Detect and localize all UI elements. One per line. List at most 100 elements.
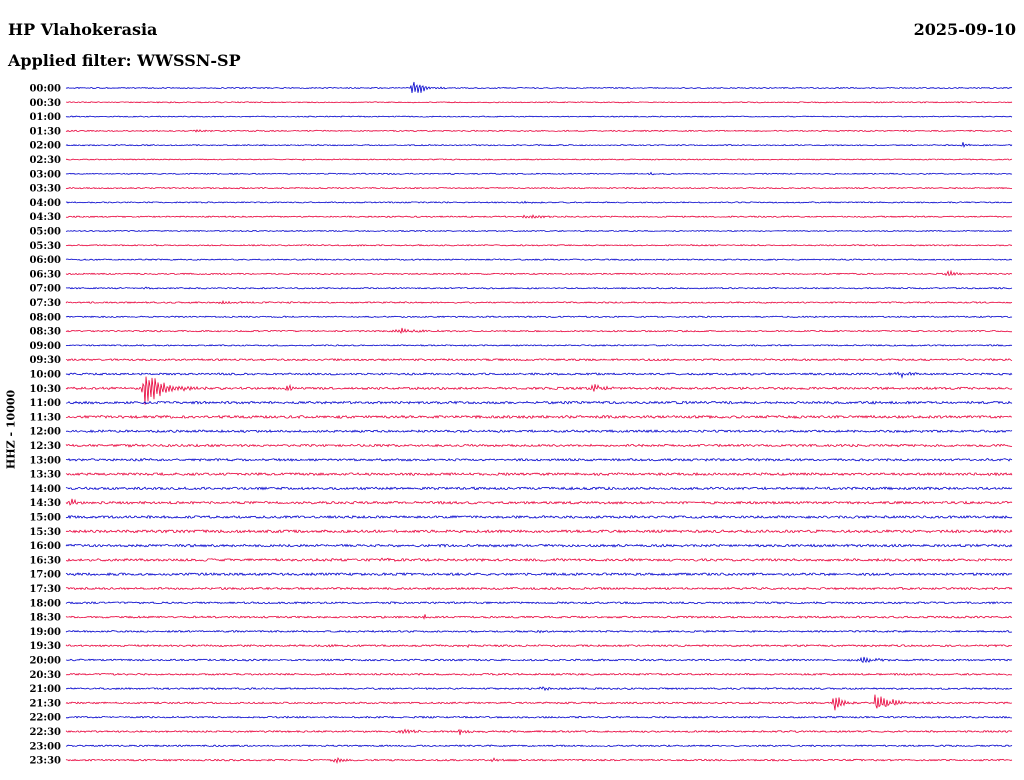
seismogram-trace-16:30	[66, 557, 1013, 562]
trace-time-label: 10:30	[29, 384, 61, 395]
trace-time-label: 14:00	[29, 484, 61, 495]
trace-time-label: 07:30	[29, 298, 61, 309]
seismogram-trace-14:30	[65, 498, 1013, 506]
trace-time-label: 22:30	[29, 727, 61, 738]
trace-time-label: 04:30	[29, 212, 61, 223]
trace-time-label: 09:30	[29, 355, 61, 366]
seismogram-trace-01:00	[65, 115, 1013, 118]
trace-time-label: 20:00	[29, 656, 61, 667]
seismogram-trace-13:00	[65, 457, 1013, 462]
trace-time-label: 10:00	[29, 370, 61, 381]
trace-time-label: 21:30	[29, 698, 61, 709]
station-title: HP Vlahokerasia	[8, 20, 158, 39]
seismogram-trace-02:30	[65, 158, 1013, 161]
trace-time-label: 19:00	[29, 627, 61, 638]
seismogram-trace-15:00	[65, 514, 1013, 520]
trace-time-label: 22:00	[29, 713, 61, 724]
trace-time-label: 01:00	[29, 112, 61, 123]
seismogram-trace-00:00	[65, 81, 1013, 93]
seismogram-trace-00:30	[66, 101, 1013, 104]
seismogram-trace-19:00	[65, 629, 1013, 634]
trace-time-label: 23:00	[29, 741, 61, 752]
trace-time-label: 14:30	[29, 498, 61, 509]
seismogram-trace-07:30	[65, 300, 1013, 305]
trace-time-label: 15:30	[29, 527, 61, 538]
seismogram-trace-03:30	[65, 186, 1013, 190]
seismogram-trace-01:30	[65, 129, 1013, 133]
trace-time-label: 07:00	[29, 284, 61, 295]
seismogram-trace-17:00	[65, 572, 1013, 577]
seismogram-trace-09:00	[65, 344, 1013, 347]
seismogram-trace-17:30	[65, 586, 1013, 591]
seismogram-trace-23:30	[65, 757, 1013, 765]
trace-time-label: 20:30	[29, 670, 61, 681]
trace-time-label: 17:00	[29, 570, 61, 581]
trace-time-label: 16:00	[29, 541, 61, 552]
seismogram-trace-22:30	[65, 728, 1013, 736]
date-label: 2025-09-10	[913, 20, 1016, 39]
seismogram-trace-02:00	[65, 142, 1013, 148]
seismogram-trace-08:00	[65, 315, 1013, 319]
seismogram-trace-19:30	[65, 643, 1012, 649]
seismogram-trace-11:00	[65, 400, 1013, 405]
seismogram-trace-13:30	[65, 471, 1013, 477]
trace-time-label: 08:30	[29, 327, 61, 338]
trace-time-label: 09:00	[29, 341, 61, 352]
trace-time-label: 21:00	[29, 684, 61, 695]
seismogram-trace-04:00	[65, 200, 1013, 204]
trace-time-label: 02:00	[29, 141, 61, 152]
seismogram-trace-20:30	[65, 672, 1013, 676]
seismogram-trace-14:00	[65, 486, 1013, 491]
trace-time-label: 02:30	[29, 155, 61, 166]
seismogram-trace-03:00	[65, 171, 1013, 176]
seismogram-trace-18:30	[65, 614, 1013, 620]
trace-time-label: 06:30	[29, 269, 61, 280]
seismogram-trace-10:00	[65, 371, 1013, 379]
seismogram-trace-06:30	[65, 269, 1013, 277]
seismogram-trace-10:30	[65, 376, 1013, 405]
trace-time-label: 11:00	[29, 398, 61, 409]
y-axis-label: HHZ - 10000	[4, 389, 18, 470]
trace-time-label: 05:00	[29, 227, 61, 238]
trace-time-label: 00:00	[29, 84, 61, 95]
seismogram-trace-16:00	[65, 543, 1013, 548]
seismogram-trace-22:00	[65, 715, 1012, 719]
trace-time-label: 12:30	[29, 441, 61, 452]
seismogram-trace-07:00	[65, 286, 1013, 290]
trace-time-label: 12:00	[29, 427, 61, 438]
trace-time-label: 18:00	[29, 598, 61, 609]
trace-time-label: 13:30	[29, 470, 61, 481]
seismogram-trace-18:00	[65, 601, 1012, 605]
seismogram-trace-21:00	[65, 686, 1013, 692]
trace-time-label: 19:30	[29, 641, 61, 652]
seismogram-trace-20:00	[65, 656, 1013, 664]
trace-time-label: 23:30	[29, 756, 61, 767]
seismogram-trace-12:30	[65, 443, 1013, 448]
trace-time-label: 18:30	[29, 613, 61, 624]
seismogram-trace-08:30	[65, 327, 1013, 335]
seismogram-trace-05:00	[65, 229, 1013, 233]
seismogram-trace-09:30	[66, 358, 1013, 362]
seismogram-trace-21:30	[65, 694, 1013, 711]
trace-time-label: 11:30	[29, 412, 61, 423]
trace-time-label: 01:30	[29, 126, 61, 137]
seismogram-trace-12:00	[65, 429, 1013, 434]
trace-time-label: 17:30	[29, 584, 61, 595]
trace-time-label: 03:30	[29, 184, 61, 195]
trace-time-label: 13:00	[29, 455, 61, 466]
seismogram-trace-15:30	[65, 529, 1013, 534]
filter-label: Applied filter: WWSSN-SP	[8, 51, 241, 70]
trace-time-label: 05:30	[29, 241, 61, 252]
trace-time-label: 16:30	[29, 555, 61, 566]
seismogram-trace-05:30	[65, 244, 1013, 247]
trace-time-label: 06:00	[29, 255, 61, 266]
trace-time-label: 03:00	[29, 169, 61, 180]
trace-time-label: 04:00	[29, 198, 61, 209]
seismogram-trace-04:30	[65, 214, 1013, 220]
trace-time-label: 00:30	[29, 98, 61, 109]
trace-time-label: 15:00	[29, 513, 61, 524]
seismogram-trace-23:00	[65, 744, 1013, 748]
seismogram-trace-06:00	[65, 258, 1013, 261]
